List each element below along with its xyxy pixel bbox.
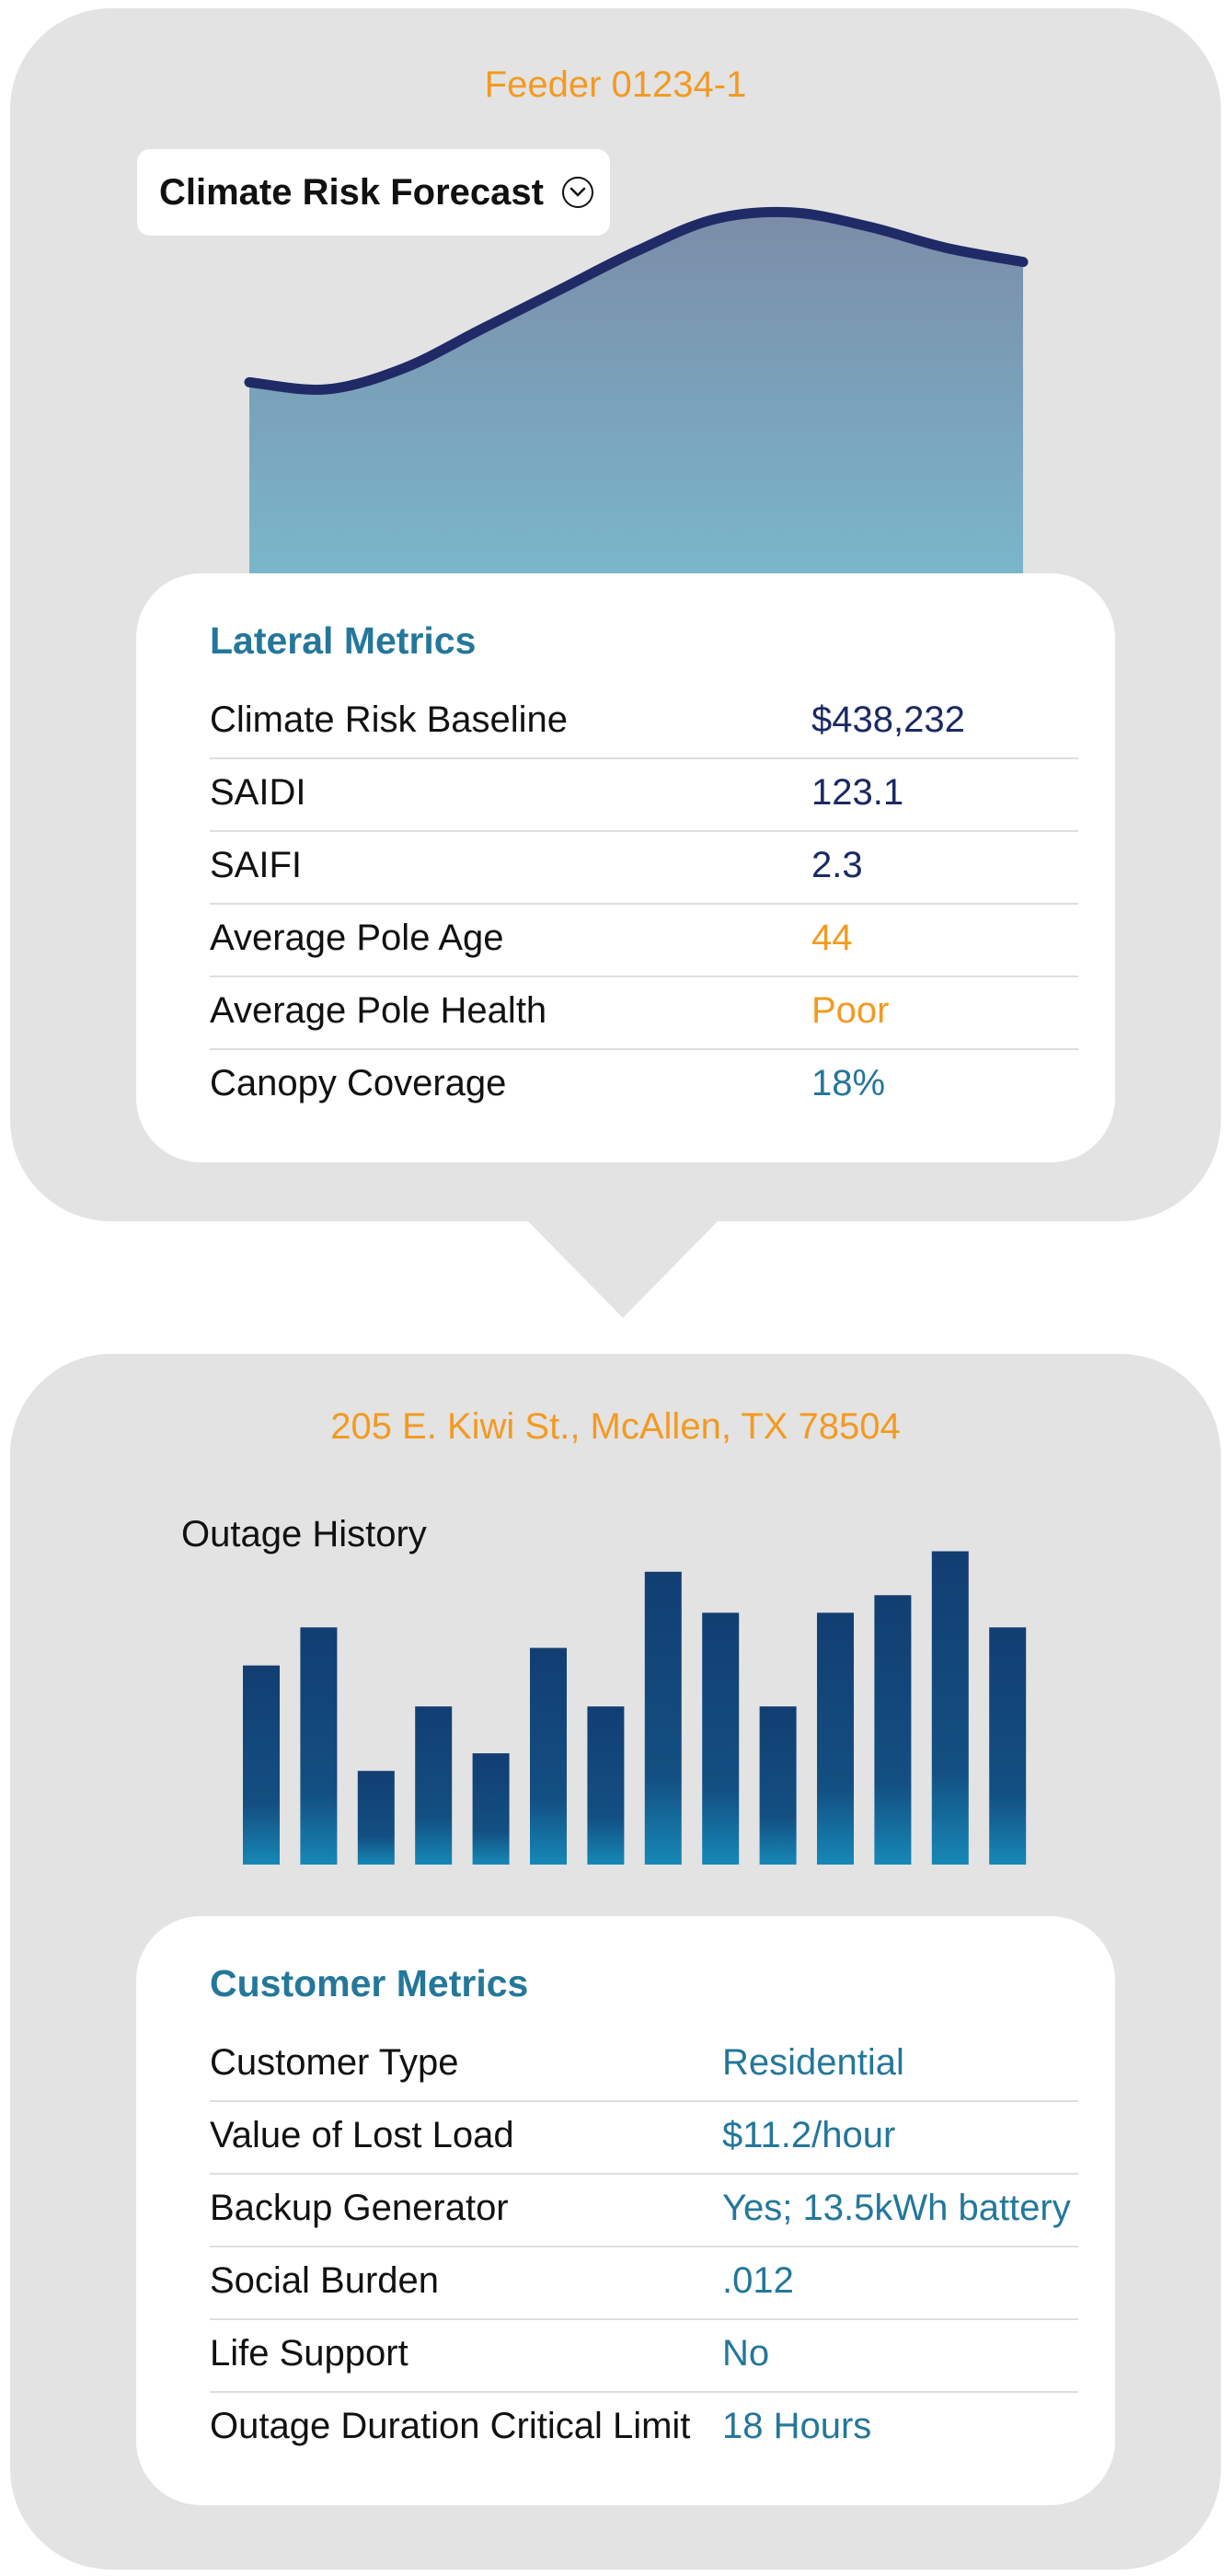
customer-metrics-title: Customer Metrics	[210, 1962, 529, 2004]
metric-row-social-burden: Social Burden .012	[210, 2247, 1078, 2320]
customer-metrics-card: Customer Metrics Customer Type Residenti…	[136, 1916, 1115, 2505]
outage-bar	[587, 1706, 625, 1865]
area-fill	[249, 212, 1023, 573]
metric-row-saifi: SAIFI 2.3	[210, 832, 1078, 905]
metric-value: Yes; 13.5kWh battery	[722, 2188, 1071, 2228]
metric-value: 44	[811, 918, 853, 958]
metric-value: 18%	[811, 1063, 886, 1103]
metric-row-outage-duration-critical-limit: Outage Duration Critical Limit 18 Hours	[210, 2393, 1078, 2466]
outage-history-bars	[243, 1551, 1027, 1865]
panel-pointer-arrow	[522, 1215, 724, 1318]
metric-row-customer-type: Customer Type Residential	[210, 2029, 1078, 2102]
outage-bar	[931, 1551, 969, 1865]
outage-bar	[530, 1647, 567, 1865]
metric-label: Life Support	[210, 2333, 408, 2374]
lateral-metrics-title: Lateral Metrics	[210, 619, 477, 662]
feeder-title: Feeder 01234-1	[484, 64, 747, 105]
metric-label: Climate Risk Baseline	[210, 699, 569, 740]
customer-metrics-list: Customer Type Residential Value of Lost …	[210, 2029, 1078, 2466]
outage-bar	[874, 1595, 912, 1865]
metric-label: Customer Type	[210, 2042, 459, 2083]
dropdown-label: Climate Risk Forecast	[159, 171, 544, 213]
metric-label: Canopy Coverage	[210, 1063, 507, 1103]
metric-label: SAIDI	[210, 772, 306, 813]
metric-value: Poor	[811, 990, 890, 1031]
metric-value: 123.1	[811, 772, 904, 813]
metric-row-canopy-coverage: Canopy Coverage 18%	[210, 1050, 1078, 1123]
metric-label: Value of Lost Load	[210, 2115, 514, 2155]
metric-label: SAIFI	[210, 845, 303, 885]
metric-row-saidi: SAIDI 123.1	[210, 759, 1078, 832]
metric-row-climate-risk-baseline: Climate Risk Baseline $438,232	[210, 687, 1078, 759]
metric-row-average-pole-health: Average Pole Health Poor	[210, 977, 1078, 1050]
metric-value: $438,232	[811, 699, 965, 740]
outage-bar	[300, 1627, 338, 1865]
lateral-metrics-card: Lateral Metrics Climate Risk Baseline $4…	[136, 573, 1115, 1162]
outage-bar	[415, 1706, 453, 1865]
outage-bar	[472, 1753, 510, 1865]
metric-value: 18 Hours	[722, 2406, 872, 2446]
metric-label: Average Pole Age	[210, 918, 504, 958]
outage-bar	[243, 1665, 280, 1865]
metric-row-average-pole-age: Average Pole Age 44	[210, 905, 1078, 977]
metric-row-value-of-lost-load: Value of Lost Load $11.2/hour	[210, 2102, 1078, 2175]
lateral-metrics-list: Climate Risk Baseline $438,232 SAIDI 123…	[210, 687, 1078, 1123]
outage-history-title: Outage History	[181, 1514, 427, 1554]
outage-bar	[357, 1771, 395, 1865]
metric-row-life-support: Life Support No	[210, 2320, 1078, 2393]
climate-risk-forecast-dropdown[interactable]: Climate Risk Forecast	[137, 149, 610, 236]
outage-bar	[702, 1612, 740, 1865]
metric-label: Social Burden	[210, 2260, 440, 2301]
metric-value: .012	[722, 2260, 794, 2301]
outage-bar	[759, 1706, 797, 1865]
outage-bar	[644, 1571, 682, 1865]
metric-value: 2.3	[811, 845, 863, 885]
metric-value: Residential	[722, 2042, 904, 2083]
metric-value: $11.2/hour	[722, 2115, 896, 2155]
metric-value: No	[722, 2333, 770, 2374]
metric-label: Average Pole Health	[210, 990, 547, 1031]
chevron-down-icon[interactable]	[561, 177, 593, 208]
address-title: 205 E. Kiwi St., McAllen, TX 78504	[330, 1406, 901, 1447]
metric-label: Backup Generator	[210, 2188, 509, 2228]
outage-bar	[817, 1612, 854, 1865]
metric-label: Outage Duration Critical Limit	[210, 2406, 691, 2446]
area-line	[244, 206, 1029, 395]
metric-row-backup-generator: Backup Generator Yes; 13.5kWh battery	[210, 2175, 1078, 2247]
outage-bar	[989, 1627, 1027, 1865]
